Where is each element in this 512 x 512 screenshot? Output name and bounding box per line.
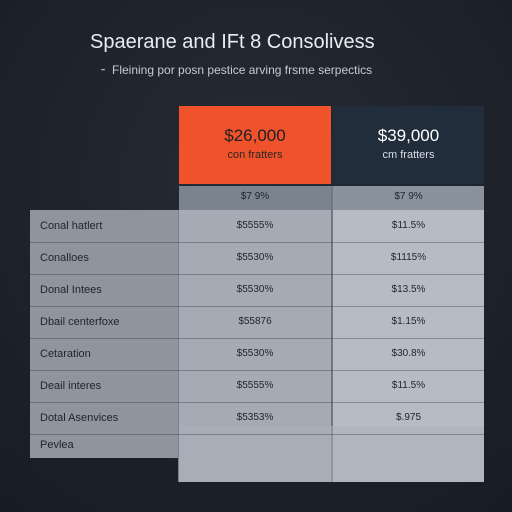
row-label: Dbail centerfoxe <box>40 316 120 328</box>
table-row: Conal hatlert $5555% $11.5% <box>30 210 484 242</box>
header-cell-plan-b: $7 9% <box>394 191 423 202</box>
row-value-plan-a: $55876 <box>238 316 272 327</box>
row-label: Pevlea <box>40 439 74 451</box>
table-row: Pevlea <box>30 432 484 458</box>
bullet-mark: ⁃ <box>100 63 106 77</box>
row-divider <box>30 274 484 275</box>
row-divider <box>30 306 484 307</box>
row-value-plan-b: $1115% <box>390 252 427 263</box>
table-header-row: $7 9% $7 9% <box>30 186 484 210</box>
plan-card-highlighted[interactable]: $26,000 con fratters <box>179 106 331 184</box>
table-row: Deail interes $5555% $11.5% <box>30 370 484 402</box>
row-value-plan-a: $5530% <box>236 348 274 359</box>
plan-card-standard[interactable]: $39,000 cm fratters <box>333 106 484 184</box>
page-title: Spaerane and IFt 8 Consolivess <box>90 31 375 53</box>
row-value-plan-b <box>333 432 484 458</box>
row-label: Donal Intees <box>40 284 102 296</box>
row-label: Conalloes <box>40 252 89 264</box>
table-row: Donal Intees $5530% $13.5% <box>30 274 484 306</box>
plan-price: $39,000 <box>377 126 440 145</box>
row-value-plan-b: $1.15% <box>391 316 426 327</box>
row-divider <box>30 242 484 243</box>
table-row: Cetaration $5530% $30.8% <box>30 338 484 370</box>
plan-subtitle: cm fratters <box>382 149 435 161</box>
plan-subtitle: con fratters <box>227 149 283 161</box>
row-value-plan-a: $5555% <box>236 220 274 231</box>
comparison-table: $7 9% $7 9% Conal hatlert $5555% $11.5% … <box>30 186 484 482</box>
row-label: Deail interes <box>40 380 102 392</box>
row-value-plan-b: $11.5% <box>391 380 426 391</box>
row-value-plan-a <box>179 432 331 458</box>
row-value-plan-a: $5530% <box>236 252 274 263</box>
row-divider <box>30 338 484 339</box>
table-row: Dbail centerfoxe $55876 $1.15% <box>30 306 484 338</box>
plan-price: $26,000 <box>224 126 286 145</box>
table-background <box>30 186 484 482</box>
row-value-plan-b: $30.8% <box>391 348 426 359</box>
row-value-plan-a: $5353% <box>236 412 274 423</box>
row-divider <box>30 370 484 371</box>
row-value-plan-b: $11.5% <box>391 220 426 231</box>
row-value-plan-b: $.975 <box>395 412 422 423</box>
row-value-plan-a: $5530% <box>236 284 274 295</box>
page-subtitle: ⁃ Fleining por posn pestice arving frsme … <box>100 62 500 78</box>
row-value-plan-b: $13.5% <box>391 284 426 295</box>
row-label: Conal hatlert <box>40 220 103 232</box>
table-row: Dotal Asenvices $5353% $.975 <box>30 402 484 434</box>
subtitle-text: Fleining por posn pestice arving frsme s… <box>112 63 373 77</box>
row-label: Dotal Asenvices <box>40 412 119 424</box>
row-label: Cetaration <box>40 348 91 360</box>
row-divider <box>30 434 484 435</box>
header-cell-plan-a: $7 9% <box>240 191 270 202</box>
row-divider <box>30 402 484 403</box>
table-row: Conalloes $5530% $1115% <box>30 242 484 274</box>
row-value-plan-a: $5555% <box>236 380 274 391</box>
